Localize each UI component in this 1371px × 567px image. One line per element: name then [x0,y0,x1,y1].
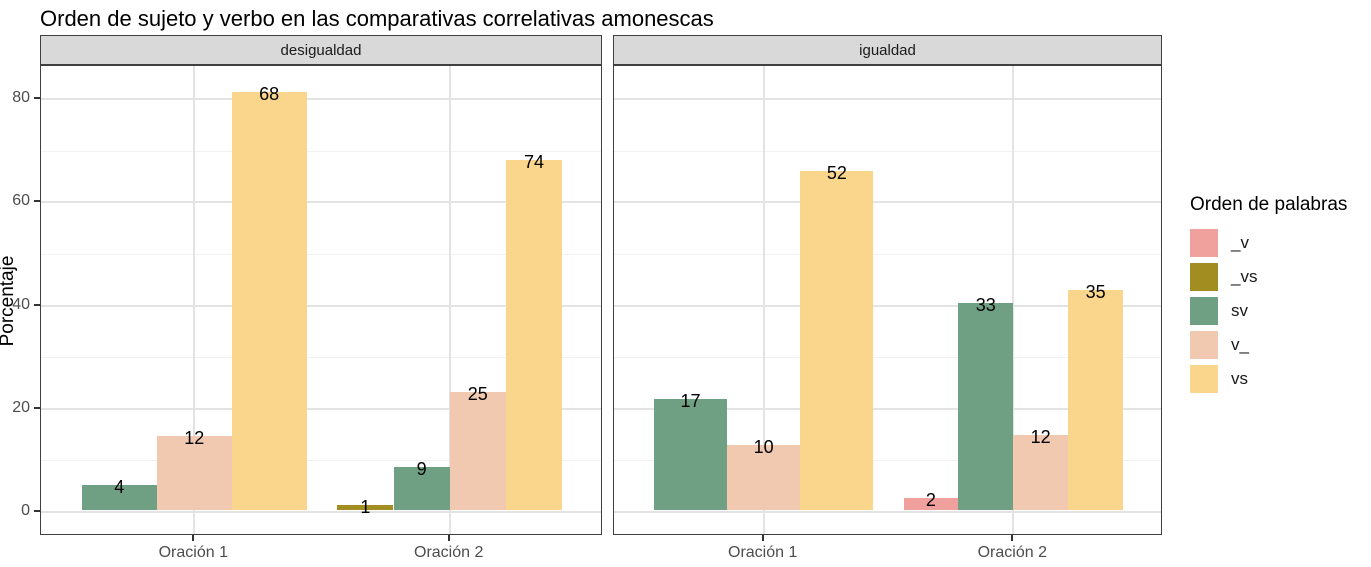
gridline-major-y20 [41,407,601,410]
y-axis-tick [34,510,40,512]
legend-item-_vs: _vs [1190,263,1370,291]
gridline-major-y60 [41,201,601,204]
y-axis-tick [34,200,40,203]
bar-count-label: 68 [259,84,280,104]
gridline-minor-y30 [614,357,1161,359]
legend-label-_vs: _vs [1231,267,1258,286]
bar-count-label: 2 [925,489,936,510]
y-tick-label-60: 60 [12,192,30,210]
bar-igualdad-Oración 1-vs [800,170,874,510]
gridline-vertical-cat2 [448,66,451,534]
x-tick-label-Oración 1: Oración 1 [158,544,228,561]
y-axis-tick [34,406,40,409]
gridline-major-y60 [614,201,1161,204]
legend-label-sv: sv [1231,301,1248,320]
gridline-major-y0 [41,511,601,513]
bar-desigualdad-Oración 2-_vs [337,505,394,510]
gridline-minor-y10 [41,460,601,462]
legend-swatch-_v [1190,229,1218,257]
x-axis-tick [447,535,450,541]
gridline-major-y40 [41,304,601,307]
bar-igualdad-Oración 2-v_ [1013,434,1069,510]
facet-strip-desigualdad: desigualdad [40,35,602,65]
gridline-minor-y70 [614,150,1161,152]
legend-title: Orden de palabras [1190,194,1348,215]
bar-desigualdad-Oración 1-vs [231,92,307,510]
bar-desigualdad-Oración 1-sv [81,485,157,510]
bar-count-label: 74 [523,151,545,172]
gridline-minor-y70 [41,150,601,152]
facet-strip-label: igualdad [859,41,916,59]
gridline-minor-y50 [41,254,601,255]
x-axis-tick [761,535,764,541]
gridline-vertical-cat2 [1012,66,1015,534]
legend-label-_v: _v [1231,233,1249,252]
legend-label-v_: v_ [1231,335,1249,354]
gridline-major-y80 [614,98,1161,101]
y-tick-label-20: 20 [12,398,30,416]
bar-desigualdad-Oración 2-v_ [449,391,506,510]
bar-count-label: 4 [114,477,125,498]
gridline-minor-y30 [41,357,601,359]
plot-area-desigualdad: 4 12 68 1 9 25 74 [40,65,602,535]
bar-igualdad-Oración 1-sv [653,399,728,510]
bar-igualdad-Oración 2-_v [903,497,959,510]
bar-count-label: 25 [467,383,488,404]
bar-igualdad-Oración 2-vs [1068,289,1124,510]
bar-count-label: 35 [1085,281,1106,302]
gridline-major-y0 [614,511,1161,513]
facet-strip-label: desigualdad [280,41,362,59]
bar-count-label: 9 [416,459,427,480]
bar-desigualdad-Oración 2-vs [505,159,563,510]
bar-desigualdad-Oración 2-sv [393,467,450,510]
legend-swatch-_vs [1190,263,1218,291]
gridline-minor-y50 [614,254,1161,255]
x-axis-tick [192,535,195,541]
legend-item-_v: _v [1190,229,1370,257]
plot-area-igualdad: 17 10 52 2 33 12 35 [613,65,1162,535]
y-axis-tick [34,303,40,306]
y-tick-label-80: 80 [12,89,30,107]
gridline-major-y80 [41,98,601,101]
bar-igualdad-Oración 1-v_ [727,444,801,510]
bar-count-label: 52 [826,162,847,183]
legend-swatch-vs [1190,365,1218,393]
gridline-minor-y10 [614,460,1161,462]
legend-swatch-v_ [1190,331,1218,359]
legend-item-v_: v_ [1190,331,1370,359]
bar-desigualdad-Oración 1-v_ [156,436,232,510]
bar-count-label: 10 [753,436,774,457]
y-axis-tick [34,97,40,100]
chart-title: Orden de sujeto y verbo en las comparati… [40,6,714,31]
gridline-major-y20 [614,407,1161,410]
gridline-vertical-cat1 [762,66,765,534]
x-tick-label-Oración 1: Oración 1 [728,544,798,561]
gridline-major-y40 [614,304,1161,307]
x-tick-label-Oración 2: Oración 2 [977,544,1047,561]
y-tick-label-0: 0 [21,502,30,519]
bar-count-label: 1 [360,497,371,518]
bar-igualdad-Oración 2-sv [958,302,1014,510]
legend-swatch-sv [1190,297,1218,325]
bar-count-label: 12 [184,428,205,449]
gridline-vertical-cat1 [193,66,196,534]
facet-strip-igualdad: igualdad [613,35,1162,65]
bar-count-label: 33 [975,294,996,315]
bar-count-label: 17 [680,391,701,412]
legend-item-sv: sv [1190,297,1370,325]
legend-item-vs: vs [1190,365,1370,393]
x-axis-tick [1011,535,1014,541]
bar-count-label: 12 [1030,426,1051,447]
x-tick-label-Oración 2: Oración 2 [414,544,484,561]
legend-label-vs: vs [1231,369,1248,388]
y-tick-label-40: 40 [12,295,30,313]
